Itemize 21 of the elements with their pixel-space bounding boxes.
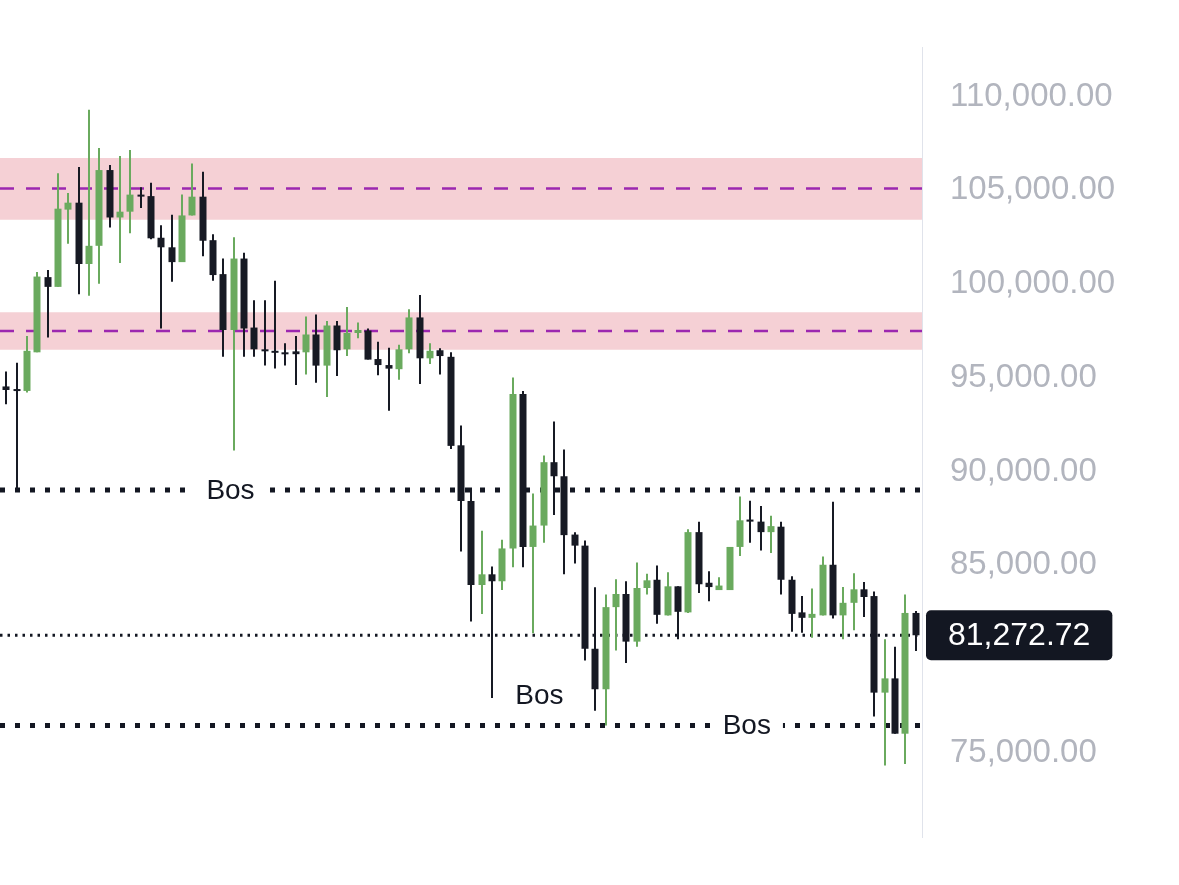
y-tick-label: 90,000.00 [950, 450, 1097, 488]
candlestick [157, 225, 165, 329]
y-tick-label: 95,000.00 [950, 356, 1097, 394]
y-tick-label: 85,000.00 [950, 544, 1097, 582]
candlestick [271, 280, 279, 369]
candlestick [746, 500, 754, 543]
y-tick-label: 100,000.00 [950, 263, 1116, 301]
y-tick-label: 110,000.00 [950, 75, 1113, 113]
candlestick [85, 109, 93, 296]
annotation: Bos [206, 473, 255, 505]
candlestick [281, 343, 289, 366]
annotation: Bos [722, 709, 771, 741]
y-tick-label: 75,000.00 [950, 731, 1097, 769]
annotation: Bos [515, 678, 564, 710]
y-tick-label: 105,000.00 [950, 169, 1116, 207]
candlestick [261, 300, 269, 366]
candlestick [385, 347, 393, 411]
candlestick [808, 588, 816, 638]
candlestick [292, 336, 300, 385]
ref-line-label: 81,272.72 [948, 616, 1091, 653]
candlestick [137, 187, 145, 209]
